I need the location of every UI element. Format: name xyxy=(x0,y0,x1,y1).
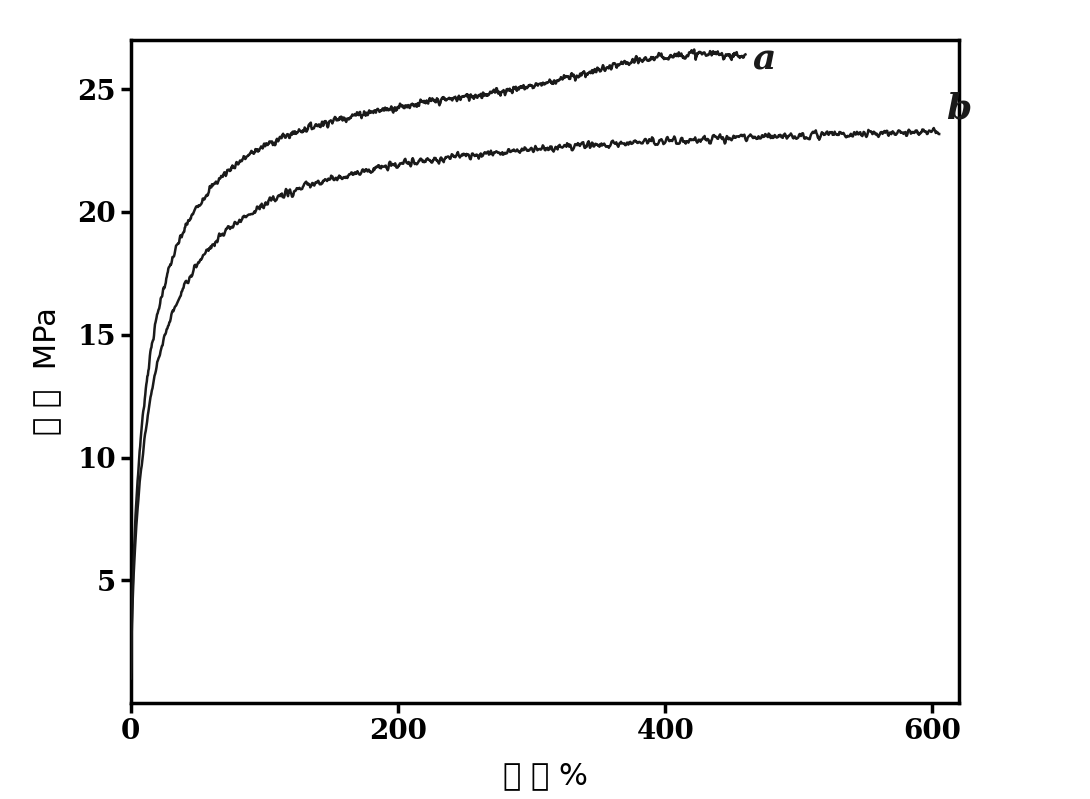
Text: a: a xyxy=(752,42,775,77)
Y-axis label: 应 力  MPa: 应 力 MPa xyxy=(32,308,61,435)
X-axis label: 应 变 %: 应 变 % xyxy=(502,761,588,790)
Text: b: b xyxy=(946,92,971,125)
